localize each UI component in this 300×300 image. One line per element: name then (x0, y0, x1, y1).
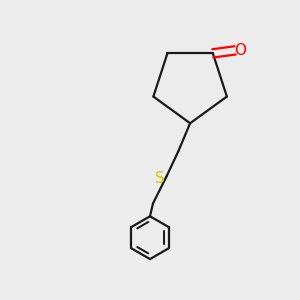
Text: S: S (155, 171, 165, 186)
Text: O: O (235, 43, 247, 58)
